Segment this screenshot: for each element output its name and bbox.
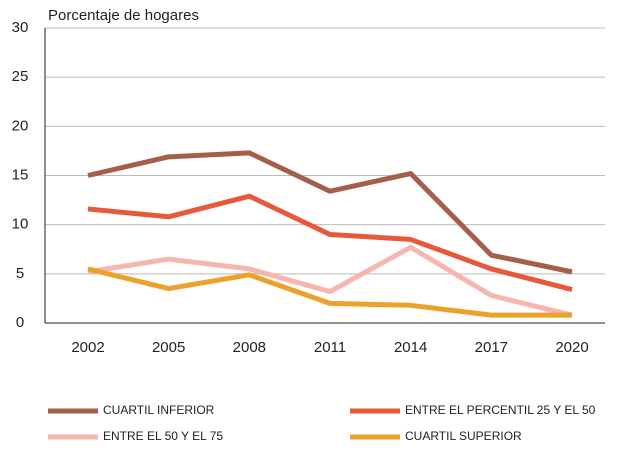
x-tick-label: 2002: [71, 339, 104, 356]
legend-label: ENTRE EL 50 Y EL 75: [103, 429, 223, 443]
legend-label: ENTRE EL PERCENTIL 25 Y EL 50: [405, 403, 596, 417]
legend-label: CUARTIL SUPERIOR: [405, 429, 522, 443]
series-line: [87, 150, 573, 275]
series-line: [87, 193, 573, 292]
y-tick-label: 10: [12, 216, 29, 233]
y-axis-label: Porcentaje de hogares: [48, 7, 199, 24]
y-tick-label: 30: [12, 19, 29, 36]
y-tick-label: 5: [16, 265, 24, 282]
y-tick-label: 25: [12, 68, 29, 85]
x-tick-label: 2011: [314, 339, 346, 356]
x-tick-label: 2008: [233, 339, 266, 356]
x-tick-label: 2005: [152, 339, 185, 356]
x-tick-label: 2020: [555, 339, 588, 356]
legend-label: CUARTIL INFERIOR: [103, 403, 215, 417]
x-tick-label: 2014: [394, 339, 427, 356]
series-line: [87, 244, 573, 318]
x-tick-label: 2017: [475, 339, 508, 356]
y-tick-label: 0: [16, 314, 24, 331]
series-line: [87, 266, 572, 318]
y-tick-label: 15: [12, 166, 29, 183]
y-tick-label: 20: [12, 117, 29, 134]
